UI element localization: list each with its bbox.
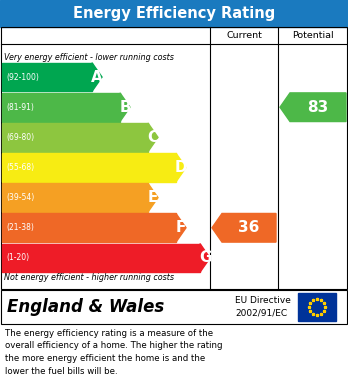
Bar (0, 0, 348, 27)
Text: (1-20): (1-20) (6, 253, 29, 262)
Text: (69-80): (69-80) (6, 133, 34, 142)
Text: Very energy efficient - lower running costs: Very energy efficient - lower running co… (4, 52, 174, 61)
Bar (2, 244, 200, 272)
Bar (2, 123, 148, 152)
Polygon shape (120, 93, 130, 122)
Polygon shape (148, 183, 158, 212)
Text: D: D (175, 160, 187, 175)
Text: The energy efficiency rating is a measure of the
overall efficiency of a home. T: The energy efficiency rating is a measur… (5, 329, 222, 375)
Bar (1, 27, 347, 289)
Bar (2, 63, 92, 91)
Text: G: G (199, 250, 211, 265)
Polygon shape (176, 213, 186, 242)
Polygon shape (200, 244, 210, 272)
Polygon shape (148, 123, 158, 152)
Text: F: F (176, 220, 186, 235)
Text: EU Directive: EU Directive (235, 296, 291, 305)
Polygon shape (176, 153, 186, 182)
Text: A: A (91, 70, 103, 84)
Polygon shape (280, 93, 346, 122)
Text: England & Wales: England & Wales (7, 298, 164, 316)
Text: (81-91): (81-91) (6, 103, 34, 112)
Text: (55-68): (55-68) (6, 163, 34, 172)
Text: (92-100): (92-100) (6, 73, 39, 82)
Text: (21-38): (21-38) (6, 223, 34, 232)
Text: (39-54): (39-54) (6, 193, 34, 202)
Text: B: B (119, 100, 131, 115)
Bar (2, 93, 120, 122)
Text: C: C (148, 130, 159, 145)
Bar (298, 293, 336, 321)
Text: Not energy efficient - higher running costs: Not energy efficient - higher running co… (4, 273, 174, 283)
Bar (1, 290, 347, 324)
Text: 83: 83 (307, 100, 329, 115)
Text: Current: Current (226, 31, 262, 40)
Polygon shape (92, 63, 102, 91)
Polygon shape (212, 213, 276, 242)
Text: Energy Efficiency Rating: Energy Efficiency Rating (73, 6, 275, 21)
Bar (2, 153, 176, 182)
Text: E: E (148, 190, 158, 205)
Bar (2, 213, 176, 242)
Text: 2002/91/EC: 2002/91/EC (235, 308, 287, 317)
Bar (0, 289, 348, 325)
Text: 36: 36 (238, 220, 260, 235)
Text: Potential: Potential (292, 31, 334, 40)
Bar (2, 183, 148, 212)
